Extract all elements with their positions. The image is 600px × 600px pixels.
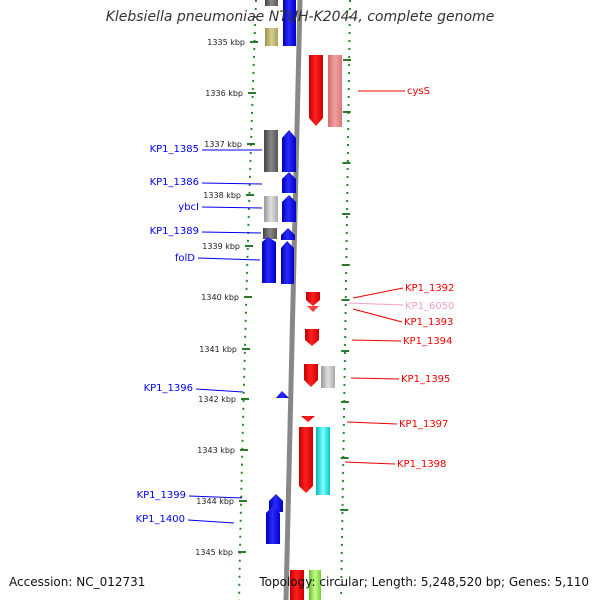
label-kp1-1392[interactable]: KP1_1392 [405,283,454,294]
feature-kp1-1386[interactable] [282,172,296,193]
feature-kp1-1392[interactable] [306,292,320,306]
scale-tick-label: 1341 kbp [199,345,237,354]
label-kp1-1396[interactable]: KP1_1396 [144,383,193,394]
feature-cyss-shadow[interactable] [328,55,342,127]
feature-kp1-1394[interactable] [305,329,319,346]
feature-ybci[interactable] [282,195,296,222]
leader-line-kp1-6050 [348,302,404,306]
label-kp1-1395[interactable]: KP1_1395 [401,374,450,385]
leader-line-kp1-1398 [344,461,396,465]
label-kp1-1385[interactable]: KP1_1385 [150,144,199,155]
feature-kp1-1395[interactable] [304,364,318,387]
feature-fold-left[interactable] [262,237,276,283]
scale-tick-label: 1343 kbp [197,446,235,455]
scale-tick-label: 1338 kbp [203,191,241,200]
feature-kp1-6050[interactable] [307,306,319,312]
feature-grey-top[interactable] [265,0,278,6]
feature-green-bottom[interactable] [309,570,321,600]
leader-line-fold [197,257,261,261]
label-kp1-6050[interactable]: KP1_6050 [405,301,454,312]
label-kp1-1386[interactable]: KP1_1386 [150,177,199,188]
scale-tick-label: 1344 kbp [196,497,234,506]
leader-line-kp1-1389 [201,231,262,234]
leader-line-kp1-1400 [187,519,235,524]
feature-kp1-1396[interactable] [276,391,289,398]
feature-kp1-1398[interactable] [316,427,330,495]
leader-line-kp1-1396 [195,388,244,393]
scale-tick-label: 1342 kbp [198,395,236,404]
reverse-features [290,55,342,600]
feature-blue-top[interactable] [283,0,296,46]
scale-tick-label: 1345 kbp [195,548,233,557]
leader-line-kp1-1393 [352,308,403,323]
leader-line-kp1-1397 [346,421,398,425]
feature-red-bottom[interactable] [290,570,304,600]
feature-grey-1389[interactable] [263,228,277,239]
feature-kp1-1389[interactable] [281,228,295,240]
scale-tick-label: 1340 kbp [201,293,239,302]
label-fold[interactable]: folD [175,253,195,264]
feature-olive[interactable] [265,28,278,46]
label-kp1-1398[interactable]: KP1_1398 [397,459,446,470]
feature-kp1-1400[interactable] [266,506,280,544]
feature-kp1-1397[interactable] [301,416,315,422]
scale-tick-label: 1339 kbp [202,242,240,251]
scale-tick-label: 1337 kbp [204,140,242,149]
leader-line-kp1-1399 [188,495,243,499]
label-kp1-1394[interactable]: KP1_1394 [403,336,452,347]
leader-line-kp1-1395 [350,377,400,380]
label-kp1-1399[interactable]: KP1_1399 [137,490,186,501]
feature-kp1-1385[interactable] [282,130,296,172]
label-ybci[interactable]: ybcI [178,202,199,213]
feature-red-1398[interactable] [299,427,313,493]
scale-tick-label: 1336 kbp [205,89,243,98]
leader-line-kp1-1392 [352,287,404,299]
feature-grey-1395[interactable] [321,366,335,388]
label-kp1-1397[interactable]: KP1_1397 [399,419,448,430]
accession-text: Accession: NC_012731 [9,575,146,589]
leader-line-kp1-1394 [351,339,402,342]
backbone-line [283,0,303,600]
forward-features [262,0,296,544]
feature-cyss[interactable] [309,55,323,126]
feature-fold[interactable] [281,241,294,284]
scale-ticks: 1335 kbp 1336 kbp 1337 kbp 1338 kbp 1339 kbp… [195,38,351,557]
leader-lines [187,90,405,524]
label-cyss[interactable]: cysS [407,86,430,97]
page-title: Klebsiella pneumoniae NTUH-K2044, comple… [105,9,495,25]
feature-labels: KP1_1385 KP1_1386 ybcI KP1_1389 folD KP1_1396… [136,86,455,525]
label-kp1-1393[interactable]: KP1_1393 [404,317,453,328]
leader-line-kp1-1386 [201,182,263,185]
label-kp1-1389[interactable]: KP1_1389 [150,226,199,237]
genome-stats-text: Topology: circular; Length: 5,248,520 bp… [259,575,589,589]
scale-tick-label: 1335 kbp [207,38,245,47]
leader-line-ybci [201,206,263,209]
label-kp1-1400[interactable]: KP1_1400 [136,514,185,525]
feature-grey-ybci[interactable] [264,196,278,222]
feature-grey-1385[interactable] [264,130,278,172]
